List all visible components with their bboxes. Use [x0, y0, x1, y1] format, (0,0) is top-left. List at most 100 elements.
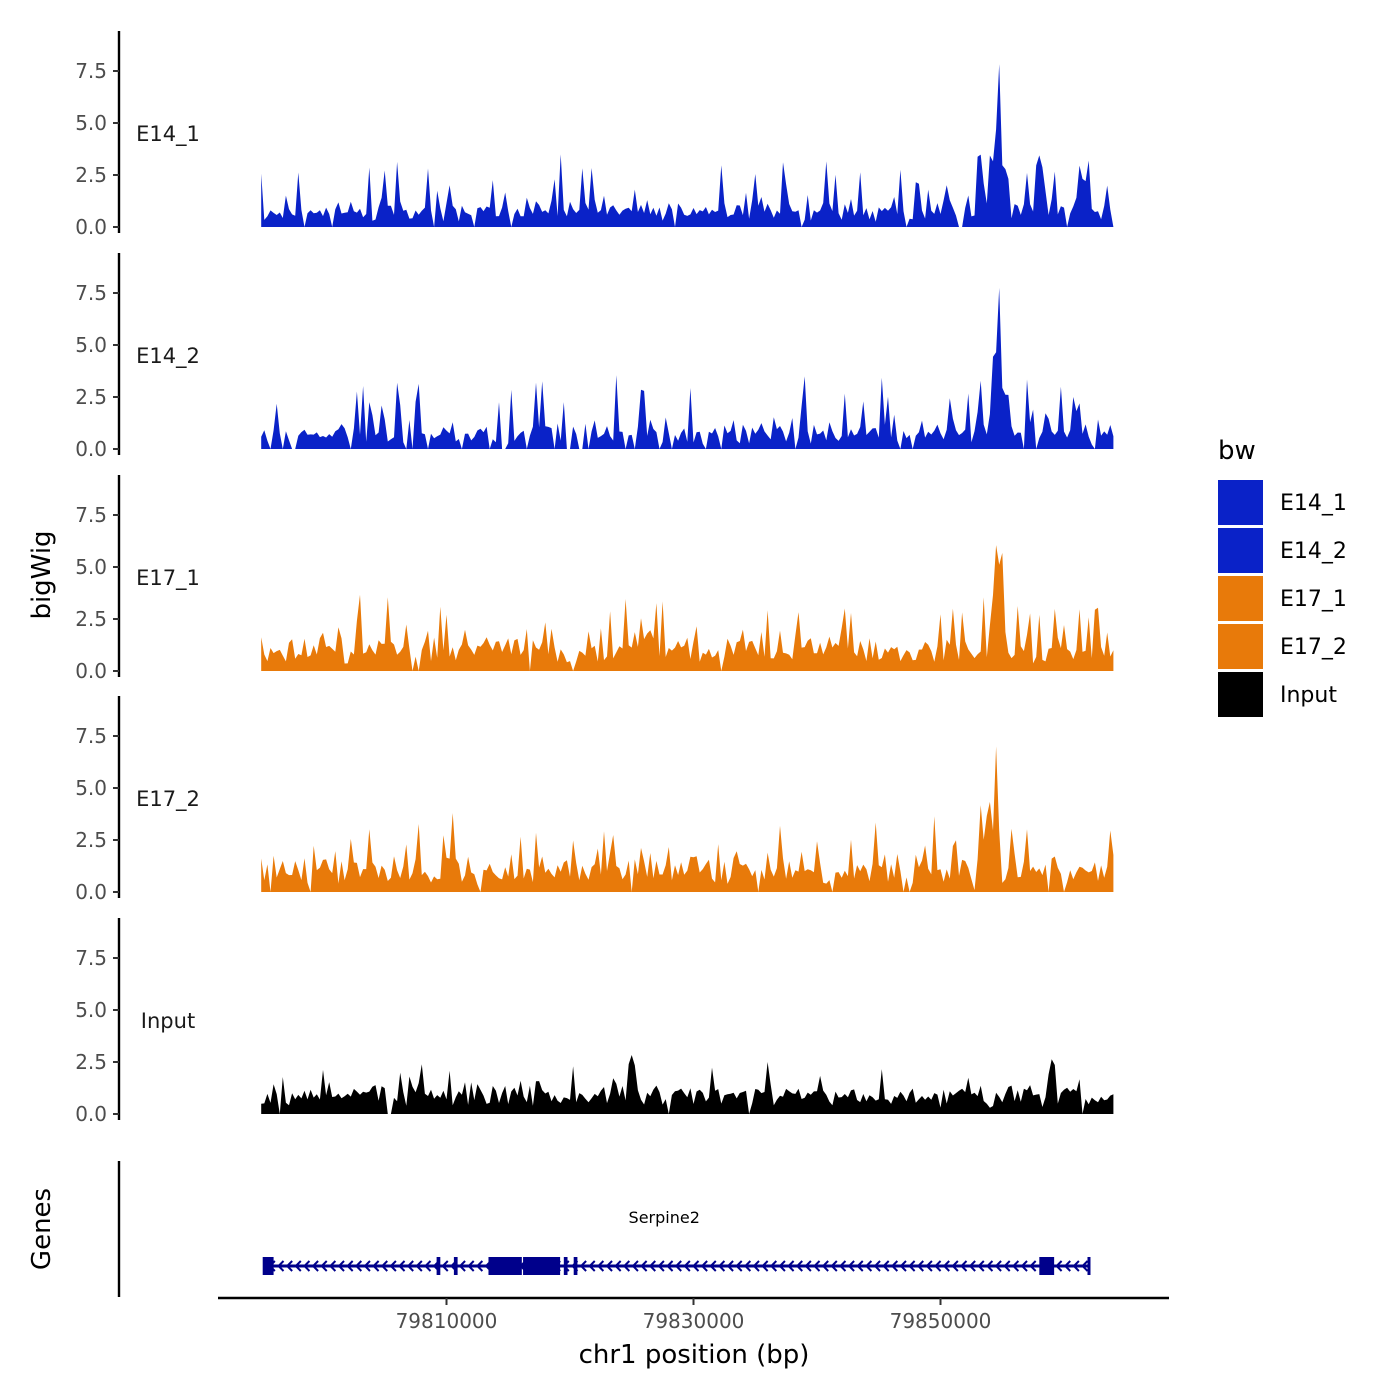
strand-chevron: [475, 1260, 484, 1272]
strand-chevron: [692, 1260, 700, 1272]
strand-chevron: [467, 1260, 475, 1272]
strand-chevron: [588, 1260, 596, 1272]
track-label: Input: [141, 1009, 195, 1033]
y-tick-label: 2.5: [75, 1050, 107, 1074]
strand-chevron: [389, 1260, 397, 1272]
legend-label: E14_2: [1280, 539, 1347, 564]
strand-chevron: [303, 1260, 311, 1272]
strand-chevron: [380, 1260, 388, 1272]
x-axis-title: chr1 position (bp): [579, 1340, 810, 1370]
strand-chevron: [769, 1260, 778, 1272]
strand-chevron: [977, 1260, 985, 1272]
strand-chevron: [700, 1260, 708, 1272]
strand-chevron: [1072, 1260, 1080, 1272]
strand-chevron: [864, 1260, 873, 1272]
strand-chevron: [631, 1260, 639, 1272]
strand-chevron: [1020, 1260, 1028, 1272]
strand-chevron: [873, 1260, 881, 1272]
strand-chevron: [337, 1260, 345, 1272]
track-panel-e17_1: 0.0 2.5 5.0 7.5 E17_1: [75, 475, 1114, 683]
strand-chevron: [908, 1260, 916, 1272]
y-axis-title: bigWig: [27, 530, 57, 619]
y-tick-label: 2.5: [75, 385, 107, 409]
track-panel-input: 0.0 2.5 5.0 7.5 Input: [75, 918, 1114, 1126]
strand-chevron: [942, 1260, 950, 1272]
strand-chevron: [778, 1260, 786, 1272]
signal-area-e17_2: [261, 746, 1114, 892]
y-tick-label: 5.0: [75, 333, 107, 357]
track-panel-e14_1: 0.0 2.5 5.0 7.5 E14_1: [75, 31, 1114, 239]
strand-chevron: [605, 1260, 613, 1272]
strand-chevron: [856, 1260, 864, 1272]
track-panel-e17_2: 0.0 2.5 5.0 7.5 E17_2: [75, 696, 1114, 904]
y-tick-label: 5.0: [75, 111, 107, 135]
strand-chevron: [1081, 1260, 1089, 1272]
strand-chevron: [752, 1260, 760, 1272]
legend-label: E17_1: [1280, 587, 1347, 612]
y-tick-label: 0.0: [75, 1102, 107, 1126]
strand-chevron: [441, 1260, 449, 1272]
strand-chevron: [458, 1260, 466, 1272]
strand-chevron: [1029, 1260, 1037, 1272]
y-tick-label: 7.5: [75, 281, 107, 305]
strand-chevron: [622, 1260, 631, 1272]
strand-chevron: [925, 1260, 933, 1272]
gene-exon: [263, 1257, 274, 1275]
gene-exon: [563, 1257, 568, 1275]
y-tick-label: 2.5: [75, 828, 107, 852]
strand-chevron: [726, 1260, 734, 1272]
strand-chevron: [294, 1260, 302, 1272]
track-label: E17_1: [136, 566, 200, 591]
signal-area-input: [261, 1055, 1114, 1114]
y-tick-label: 2.5: [75, 163, 107, 187]
signal-area-e14_1: [261, 64, 1114, 227]
strand-chevron: [398, 1260, 406, 1272]
x-tick-label: 79830000: [643, 1309, 745, 1333]
y-tick-label: 2.5: [75, 607, 107, 631]
strand-chevron: [596, 1260, 605, 1272]
strand-chevron: [320, 1260, 328, 1272]
strand-chevron: [1063, 1260, 1071, 1272]
gene-exon: [436, 1257, 441, 1275]
strand-chevron: [709, 1260, 717, 1272]
strand-chevron: [1011, 1260, 1020, 1272]
strand-chevron: [424, 1260, 432, 1272]
track-label: E17_2: [136, 787, 200, 812]
y-tick-label: 7.5: [75, 724, 107, 748]
genes-axis-title: Genes: [27, 1188, 57, 1270]
strand-chevron: [804, 1260, 812, 1272]
strand-chevron: [372, 1260, 380, 1272]
strand-chevron: [735, 1260, 743, 1272]
strand-chevron: [960, 1260, 968, 1272]
strand-chevron: [657, 1260, 665, 1272]
strand-chevron: [994, 1260, 1002, 1272]
y-tick-label: 0.0: [75, 659, 107, 683]
gene-exon: [573, 1257, 578, 1275]
track-panel-e14_2: 0.0 2.5 5.0 7.5 E14_2: [75, 253, 1114, 461]
strand-chevron: [761, 1260, 769, 1272]
strand-chevron: [795, 1260, 803, 1272]
legend-key-e14_2: [1218, 528, 1263, 573]
strand-chevron: [839, 1260, 847, 1272]
strand-chevron: [674, 1260, 682, 1272]
y-tick-label: 5.0: [75, 555, 107, 579]
strand-chevron: [813, 1260, 821, 1272]
x-tick-label: 79810000: [396, 1309, 498, 1333]
y-tick-label: 0.0: [75, 437, 107, 461]
legend-key-e17_2: [1218, 624, 1263, 669]
strand-chevron: [648, 1260, 656, 1272]
signal-area-e14_2: [261, 287, 1114, 449]
gene-exon: [1039, 1257, 1055, 1275]
legend-key-input: [1218, 672, 1263, 717]
strand-chevron: [579, 1260, 587, 1272]
strand-chevron: [968, 1260, 976, 1272]
strand-chevron: [666, 1260, 674, 1272]
x-axis: chr1 position (bp) 79810000 79830000 79850…: [218, 1296, 1169, 1370]
legend: bw E14_1 E14_2 E17_1 E17_2 Input: [1218, 436, 1347, 717]
strand-chevron: [821, 1260, 829, 1272]
strand-chevron: [830, 1260, 838, 1272]
strand-chevron: [787, 1260, 795, 1272]
legend-key-e17_1: [1218, 576, 1263, 621]
y-tick-label: 5.0: [75, 998, 107, 1022]
